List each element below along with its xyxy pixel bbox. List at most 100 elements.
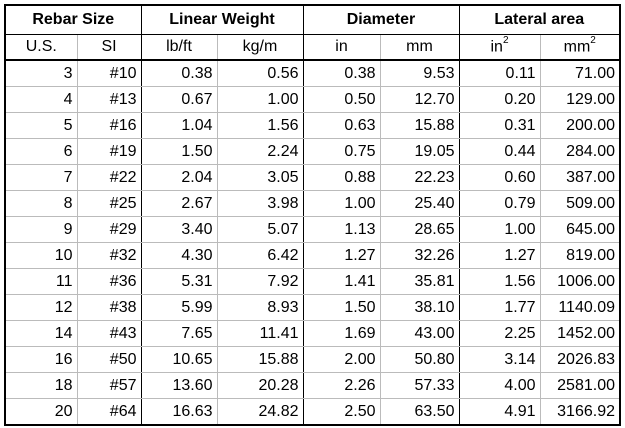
group-header: Rebar Size xyxy=(4,5,141,35)
cell: 3166.92 xyxy=(539,398,620,426)
table-row: 14 #43 7.65 11.41 1.69 43.00 2.25 1452.00 xyxy=(4,320,620,347)
cell: #13 xyxy=(76,86,141,113)
cell: 2.04 xyxy=(140,164,217,191)
cell: 0.50 xyxy=(302,86,380,113)
cell: 7 xyxy=(4,164,77,191)
unit-header: SI xyxy=(76,34,141,61)
cell: 1452.00 xyxy=(539,320,620,347)
cell: 1.00 xyxy=(302,190,380,217)
table-row: 10 #32 4.30 6.42 1.27 32.26 1.27 819.00 xyxy=(4,242,620,269)
cell: #22 xyxy=(76,164,141,191)
cell: 1140.09 xyxy=(539,294,620,321)
table-row: 11 #36 5.31 7.92 1.41 35.81 1.56 1006.00 xyxy=(4,268,620,295)
cell: #57 xyxy=(76,372,141,399)
unit-exponent: 2 xyxy=(502,35,509,47)
table-row: 7 #22 2.04 3.05 0.88 22.23 0.60 387.00 xyxy=(4,164,620,191)
table-row: 9 #29 3.40 5.07 1.13 28.65 1.00 645.00 xyxy=(4,216,620,243)
group-header: Lateral area xyxy=(458,5,620,35)
cell: 14 xyxy=(4,320,77,347)
cell: 1.04 xyxy=(140,112,217,139)
cell: 1.41 xyxy=(302,268,380,295)
cell: 16 xyxy=(4,346,77,373)
cell: 200.00 xyxy=(539,112,620,139)
unit-header: kg/m xyxy=(216,34,303,61)
cell: 3 xyxy=(4,60,77,87)
cell: 0.11 xyxy=(458,60,540,87)
cell: 0.60 xyxy=(458,164,540,191)
cell: 28.65 xyxy=(379,216,459,243)
unit-row: U.S. SI lb/ft kg/m in mm in2 mm2 xyxy=(4,34,620,61)
cell: #19 xyxy=(76,138,141,165)
cell: 3.98 xyxy=(216,190,303,217)
cell: 6.42 xyxy=(216,242,303,269)
cell: 0.56 xyxy=(216,60,303,87)
cell: 2.00 xyxy=(302,346,380,373)
cell: 2.26 xyxy=(302,372,380,399)
cell: 1.50 xyxy=(140,138,217,165)
cell: 11 xyxy=(4,268,77,295)
cell: 2.24 xyxy=(216,138,303,165)
cell: 1.56 xyxy=(458,268,540,295)
cell: #25 xyxy=(76,190,141,217)
cell: 15.88 xyxy=(216,346,303,373)
cell: 25.40 xyxy=(379,190,459,217)
unit-header: in xyxy=(302,34,380,61)
cell: #64 xyxy=(76,398,141,426)
cell: 284.00 xyxy=(539,138,620,165)
cell: 0.75 xyxy=(302,138,380,165)
cell: 13.60 xyxy=(140,372,217,399)
unit-header: in2 xyxy=(458,34,540,61)
cell: 50.80 xyxy=(379,346,459,373)
cell: 3.14 xyxy=(458,346,540,373)
cell: 2026.83 xyxy=(539,346,620,373)
cell: 63.50 xyxy=(379,398,459,426)
cell: 43.00 xyxy=(379,320,459,347)
cell: 0.38 xyxy=(302,60,380,87)
cell: 1.00 xyxy=(458,216,540,243)
cell: 5 xyxy=(4,112,77,139)
cell: 1.27 xyxy=(458,242,540,269)
group-row: Rebar Size Linear Weight Diameter Lateral a… xyxy=(4,5,620,35)
cell: 2.67 xyxy=(140,190,217,217)
cell: #29 xyxy=(76,216,141,243)
group-header: Linear Weight xyxy=(140,5,303,35)
table-row: 3 #10 0.38 0.56 0.38 9.53 0.11 71.00 xyxy=(4,60,620,87)
cell: 645.00 xyxy=(539,216,620,243)
cell: 38.10 xyxy=(379,294,459,321)
cell: 4.91 xyxy=(458,398,540,426)
table-row: 4 #13 0.67 1.00 0.50 12.70 0.20 129.00 xyxy=(4,86,620,113)
cell: 0.63 xyxy=(302,112,380,139)
cell: 819.00 xyxy=(539,242,620,269)
table-header: Rebar Size Linear Weight Diameter Lateral a… xyxy=(4,5,620,61)
cell: 1.27 xyxy=(302,242,380,269)
table-row: 8 #25 2.67 3.98 1.00 25.40 0.79 509.00 xyxy=(4,190,620,217)
cell: 35.81 xyxy=(379,268,459,295)
cell: 20 xyxy=(4,398,77,426)
table-row: 6 #19 1.50 2.24 0.75 19.05 0.44 284.00 xyxy=(4,138,620,165)
cell: 20.28 xyxy=(216,372,303,399)
cell: #38 xyxy=(76,294,141,321)
unit-base: mm xyxy=(563,38,591,56)
cell: 9.53 xyxy=(379,60,459,87)
table-row: 5 #16 1.04 1.56 0.63 15.88 0.31 200.00 xyxy=(4,112,620,139)
cell: 19.05 xyxy=(379,138,459,165)
cell: 3.05 xyxy=(216,164,303,191)
cell: 1.69 xyxy=(302,320,380,347)
cell: 5.07 xyxy=(216,216,303,243)
group-header: Diameter xyxy=(302,5,459,35)
unit-header: U.S. xyxy=(4,34,77,61)
cell: 22.23 xyxy=(379,164,459,191)
cell: 32.26 xyxy=(379,242,459,269)
cell: 0.44 xyxy=(458,138,540,165)
cell: 2.50 xyxy=(302,398,380,426)
cell: 2.25 xyxy=(458,320,540,347)
cell: 6 xyxy=(4,138,77,165)
cell: 24.82 xyxy=(216,398,303,426)
cell: #36 xyxy=(76,268,141,295)
rebar-table: Rebar Size Linear Weight Diameter Lateral a… xyxy=(4,4,621,426)
cell: 12.70 xyxy=(379,86,459,113)
cell: 387.00 xyxy=(539,164,620,191)
table-row: 16 #50 10.65 15.88 2.00 50.80 3.14 2026.83 xyxy=(4,346,620,373)
table-row: 12 #38 5.99 8.93 1.50 38.10 1.77 1140.09 xyxy=(4,294,620,321)
cell: 2581.00 xyxy=(539,372,620,399)
